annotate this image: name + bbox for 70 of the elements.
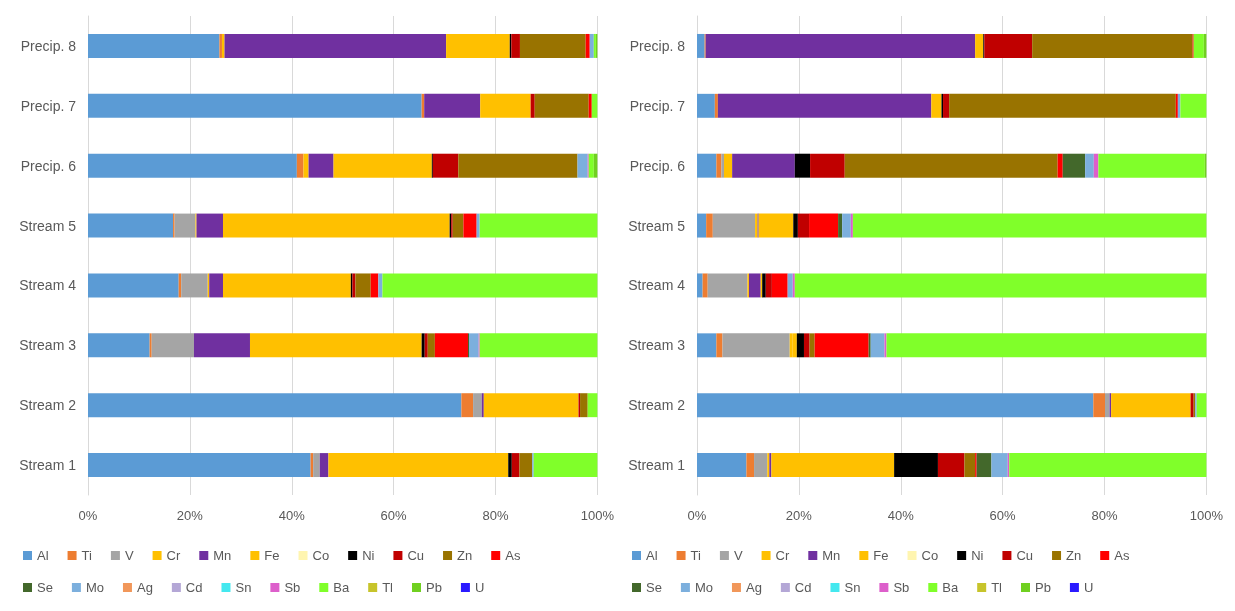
x-tick-label: 0% [687,508,707,523]
legend-label: U [474,580,485,595]
y-tick-label: Stream 1 [628,457,686,474]
x-tick-label: 0% [78,508,98,523]
y-tick-label: Precip. 8 [629,37,686,54]
legend-label: V [124,548,134,563]
legend-label: Fe [873,548,889,563]
x-tick-label: 100% [1189,508,1224,523]
y-tick-label: Stream 4 [19,277,77,294]
y-tick-label: Precip. 6 [629,157,686,174]
legend-label: Se [37,580,53,595]
legend-label: Fe [264,548,280,563]
legend-label: Ti [690,548,702,563]
legend-label: Al [37,548,49,563]
y-tick-label: Stream 2 [628,397,686,414]
x-tick-label: 40% [887,508,915,523]
legend-label: Cr [775,548,790,563]
legend-label: Ni [971,548,984,563]
legend-label: Pb [1035,580,1051,595]
legend-label: As [505,548,521,563]
y-tick-label: Precip. 7 [629,97,686,114]
legend-label: Zn [1066,548,1082,563]
legend-label: Sb [284,580,301,595]
legend-label: V [733,548,743,563]
legend-label: Ba [333,580,350,595]
y-tick-label: Stream 3 [19,337,77,354]
x-tick-label: 80% [482,508,509,523]
legend-label: Ni [362,548,375,563]
legend-label: Mo [694,580,713,595]
legend-label: Cd [794,580,812,595]
legend-label: Sn [235,580,252,595]
legend-label: Co [921,548,939,563]
x-tick-label: 20% [785,508,813,523]
legend-label: As [1114,548,1130,563]
legend-label: Se [646,580,662,595]
legend-label: Ti [81,548,93,563]
legend-label: Mo [85,580,104,595]
legend-label: Co [312,548,330,563]
y-tick-label: Precip. 8 [20,37,77,54]
y-tick-label: Stream 2 [19,397,77,414]
legend-label: Tl [991,580,1003,595]
legend-label: Sb [893,580,910,595]
legend-label: Tl [382,580,394,595]
legend-label: Mn [822,548,841,563]
legend-label: Sn [844,580,861,595]
legend-label: Ba [942,580,959,595]
x-tick-label: 60% [989,508,1017,523]
legend-label: Cu [1016,548,1034,563]
y-tick-label: Stream 5 [19,217,77,234]
legend-label: Cr [166,548,181,563]
legend-label: U [1083,580,1094,595]
x-tick-label: 100% [580,508,615,523]
y-tick-label: Stream 4 [628,277,686,294]
y-tick-label: Stream 1 [19,457,77,474]
legend-label: Pb [426,580,442,595]
x-tick-label: 60% [380,508,408,523]
x-tick-label: 80% [1091,508,1118,523]
y-tick-label: Stream 5 [628,217,686,234]
x-tick-label: 20% [176,508,204,523]
legend-label: Mn [213,548,232,563]
y-tick-label: Stream 3 [628,337,686,354]
legend-label: Ag [136,580,153,595]
legend-label: Cd [185,580,203,595]
y-tick-label: Precip. 7 [20,97,77,114]
y-tick-label: Precip. 6 [20,157,77,174]
legend-label: Cu [407,548,425,563]
legend-label: Zn [457,548,473,563]
legend-label: Ag [745,580,762,595]
legend-label: Al [646,548,658,563]
x-tick-label: 40% [278,508,306,523]
